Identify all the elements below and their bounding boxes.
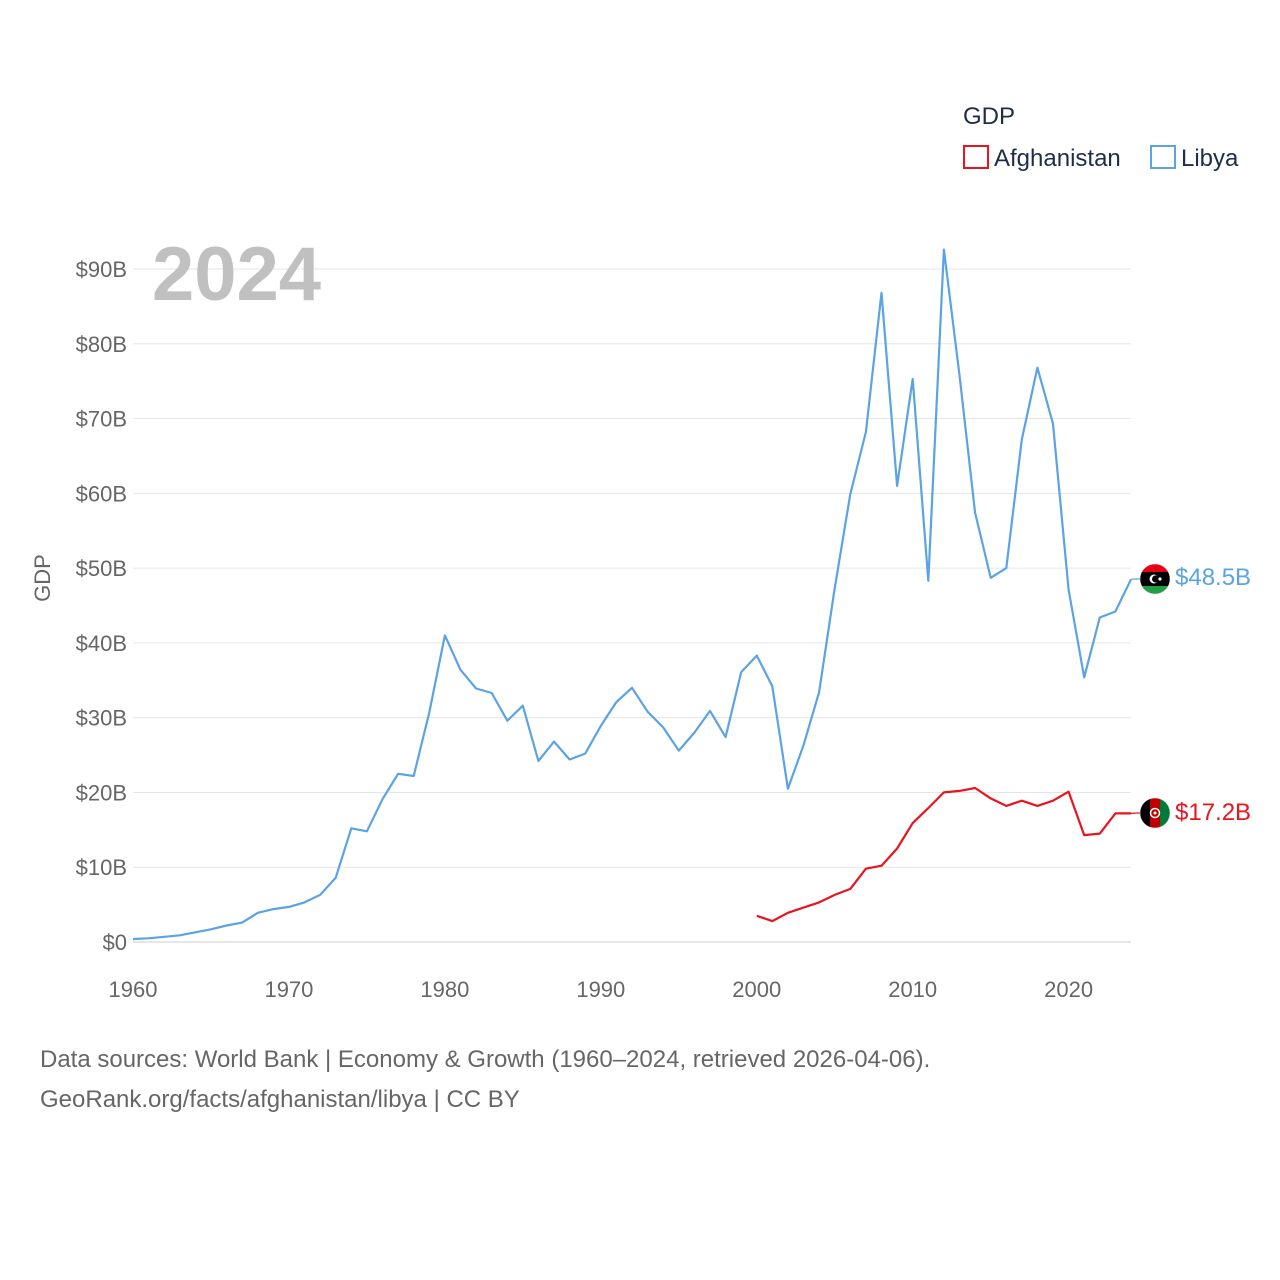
y-tick-label: $70B [76,407,127,432]
source-line: Data sources: World Bank | Economy & Gro… [40,1046,931,1073]
y-tick-label: $90B [76,257,127,282]
y-tick-label: $80B [76,332,127,357]
legend-label-libya: Libya [1181,145,1239,172]
series-line-libya[interactable] [132,248,1132,941]
legend-swatch-libya [1150,145,1176,169]
y-tick-label: $50B [76,556,127,581]
y-axis-title: GDP [30,554,55,602]
x-tick-label: 1980 [420,977,469,1002]
legend-title: GDP [963,103,1015,130]
x-tick-label: 1990 [576,977,625,1002]
legend-label-afghanistan: Afghanistan [994,145,1121,172]
y-axis-tick-labels: $0 $10B $20B $30B $40B $50B $60B $70B $80B $90B [76,257,127,955]
legend-item-afghanistan[interactable]: Afghanistan [963,145,1121,172]
afghanistan-flag-icon [1139,797,1171,829]
y-tick-label: $0 [103,930,127,955]
source-url[interactable]: GeoRank.org/facts/afghanistan/libya | CC… [40,1086,520,1113]
x-tick-label: 1970 [264,977,313,1002]
legend-swatch-afghanistan [963,145,989,169]
x-axis-tick-labels: 1960 1970 1980 1990 2000 2010 2020 [109,977,1094,1002]
x-tick-label: 2000 [732,977,781,1002]
y-tick-label: $40B [76,631,127,656]
y-tick-label: $20B [76,780,127,805]
year-label: 2024 [152,232,321,317]
end-label-afghanistan: $17.2B [1175,799,1251,826]
x-tick-label: 2020 [1044,977,1093,1002]
legend[interactable]: GDP Afghanistan Libya [963,103,1239,172]
libya-flag-icon [1139,563,1171,595]
grid-lines [133,268,1131,943]
y-tick-label: $30B [76,706,127,731]
gdp-line-chart: $0 $10B $20B $30B $40B $50B $60B $70B $80B $90B 1… [30,103,1251,1002]
y-tick-label: $60B [76,481,127,506]
legend-item-libya[interactable]: Libya [1150,145,1239,172]
source-note: Data sources: World Bank | Economy & Gro… [40,1040,930,1120]
series-layer [132,248,1140,941]
end-label-libya: $48.5B [1175,564,1251,591]
y-tick-label: $10B [76,855,127,880]
x-tick-label: 2010 [888,977,937,1002]
x-tick-label: 1960 [109,977,158,1002]
series-line-afghanistan[interactable] [756,786,1131,923]
